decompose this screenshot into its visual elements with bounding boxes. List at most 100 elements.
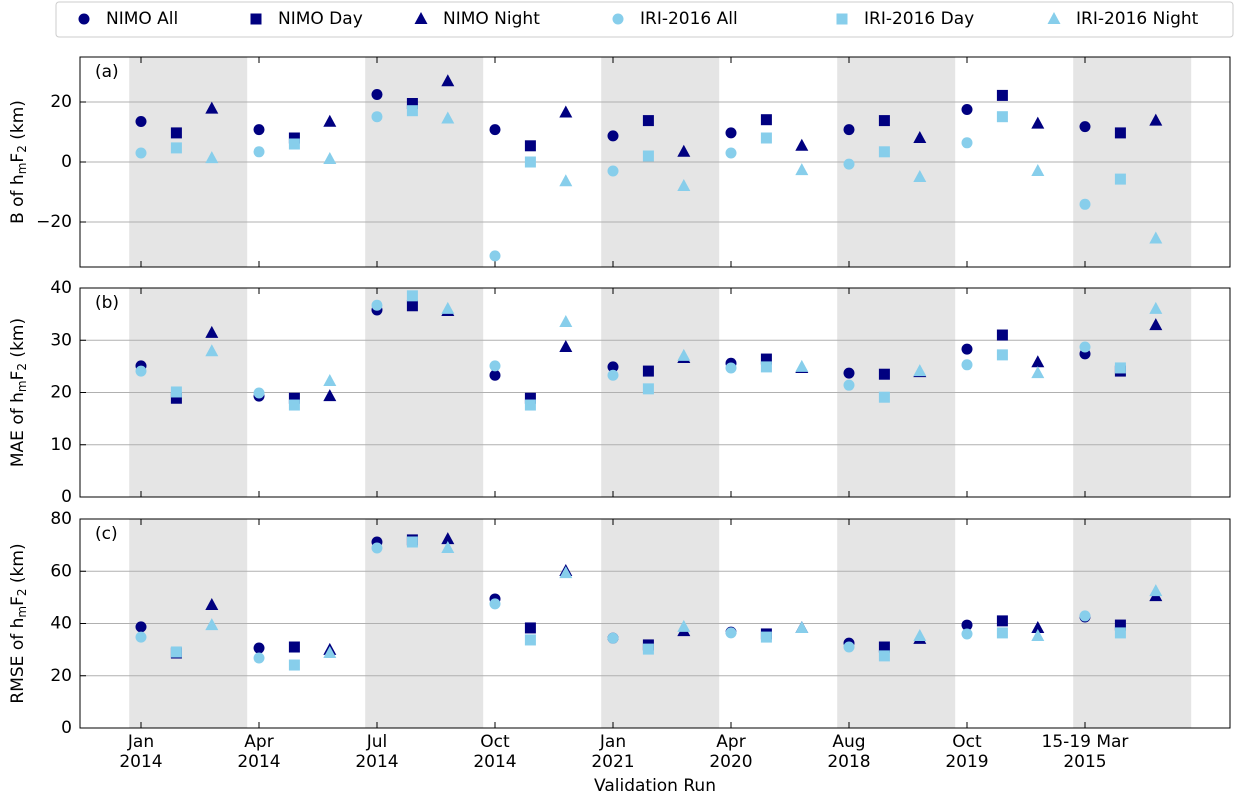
marker xyxy=(288,659,300,671)
y-axis-label-part: (km) xyxy=(8,543,28,588)
marker xyxy=(135,116,147,127)
marker xyxy=(205,101,219,114)
marker xyxy=(1149,231,1163,244)
marker xyxy=(836,13,848,25)
marker xyxy=(288,392,300,404)
y-tick-label: 40 xyxy=(50,278,72,298)
marker xyxy=(205,325,219,338)
marker xyxy=(524,156,536,168)
x-tick-label: 2020 xyxy=(709,752,752,772)
marker xyxy=(559,174,573,187)
marker xyxy=(441,301,455,314)
marker xyxy=(913,364,927,377)
legend-label: NIMO All xyxy=(106,9,178,29)
y-axis-label-part: F xyxy=(8,153,28,163)
y-axis-label-part: (km) xyxy=(8,318,28,363)
y-axis-label-part: 2 xyxy=(15,363,29,371)
marker xyxy=(78,13,90,25)
y-tick-label: 10 xyxy=(50,435,72,455)
marker xyxy=(642,643,654,655)
marker xyxy=(323,389,337,402)
y-tick-label: 40 xyxy=(50,614,72,634)
y-axis-label-part: F xyxy=(8,596,28,606)
marker xyxy=(1149,318,1163,331)
marker xyxy=(878,650,890,662)
marker xyxy=(406,536,418,548)
y-tick-label: 20 xyxy=(50,666,72,686)
x-tick-label: 15-19 Mar xyxy=(1042,732,1129,752)
y-tick-label: 0 xyxy=(61,487,72,507)
marker xyxy=(205,597,219,610)
marker xyxy=(642,365,654,377)
marker xyxy=(323,114,337,127)
marker xyxy=(371,542,383,554)
marker xyxy=(414,12,428,24)
marker xyxy=(878,146,890,158)
panel-label: (b) xyxy=(95,293,119,313)
marker xyxy=(607,361,619,373)
marker xyxy=(961,628,973,640)
x-tick-label: Aug xyxy=(832,732,865,752)
marker xyxy=(489,124,501,136)
marker xyxy=(1114,627,1126,639)
marker xyxy=(1114,362,1126,374)
marker xyxy=(441,532,455,545)
y-tick-label: 20 xyxy=(50,92,72,112)
y-tick-label: 60 xyxy=(50,561,72,581)
marker xyxy=(1079,121,1091,133)
x-tick-label: Apr xyxy=(716,732,745,752)
x-tick-label: 2014 xyxy=(355,752,398,772)
marker xyxy=(250,13,262,25)
y-axis-label-part: B of h xyxy=(8,174,28,224)
marker xyxy=(725,147,737,159)
marker xyxy=(843,158,855,170)
marker xyxy=(1047,12,1061,24)
x-axis-label: Validation Run xyxy=(594,776,716,796)
marker xyxy=(760,631,772,643)
marker xyxy=(1079,610,1091,622)
marker xyxy=(524,399,536,411)
marker xyxy=(878,368,890,380)
marker xyxy=(489,598,501,610)
y-axis-label-part: 2 xyxy=(15,145,29,153)
axes-frame xyxy=(79,287,1231,498)
marker xyxy=(677,144,691,157)
marker xyxy=(725,127,737,139)
marker xyxy=(1031,620,1045,633)
panel-label: (a) xyxy=(95,62,119,82)
legend-label: IRI-2016 All xyxy=(640,9,738,29)
marker xyxy=(253,124,265,136)
marker xyxy=(170,646,182,658)
x-tick-label: Jan xyxy=(599,732,626,752)
marker xyxy=(323,646,337,659)
axes-frame xyxy=(79,518,1231,729)
y-axis-label: MAE of hmF2 (km) xyxy=(8,318,29,467)
marker xyxy=(170,142,182,154)
marker xyxy=(253,642,265,654)
marker xyxy=(795,163,809,176)
marker xyxy=(760,361,772,373)
marker xyxy=(406,290,418,302)
marker xyxy=(795,138,809,151)
marker xyxy=(253,146,265,158)
marker xyxy=(961,104,973,115)
marker xyxy=(1031,355,1045,368)
marker xyxy=(612,13,624,25)
marker xyxy=(1031,366,1045,379)
marker xyxy=(843,379,855,391)
y-axis-label-part: m xyxy=(15,606,29,618)
marker xyxy=(489,250,501,262)
x-tick-label: 2014 xyxy=(119,752,162,772)
marker xyxy=(323,374,337,387)
marker xyxy=(559,566,573,579)
marker xyxy=(524,140,536,152)
marker xyxy=(1114,619,1126,631)
marker xyxy=(406,300,418,312)
marker xyxy=(725,627,737,639)
marker xyxy=(1031,116,1045,129)
marker xyxy=(559,105,573,118)
marker xyxy=(843,367,855,379)
marker xyxy=(996,89,1008,101)
y-axis-label-part: F xyxy=(8,371,28,381)
marker xyxy=(253,387,265,399)
